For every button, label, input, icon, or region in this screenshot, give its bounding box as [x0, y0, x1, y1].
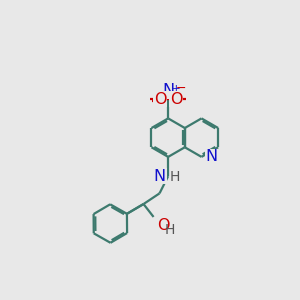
Text: H: H	[164, 223, 175, 237]
Text: O: O	[158, 218, 170, 233]
Text: N: N	[205, 149, 218, 164]
Text: O: O	[170, 92, 183, 106]
Text: O: O	[154, 92, 166, 106]
Text: −: −	[176, 82, 186, 95]
Text: +: +	[172, 84, 181, 94]
Text: H: H	[170, 170, 180, 184]
Text: N: N	[162, 83, 174, 98]
Text: N: N	[154, 169, 166, 184]
